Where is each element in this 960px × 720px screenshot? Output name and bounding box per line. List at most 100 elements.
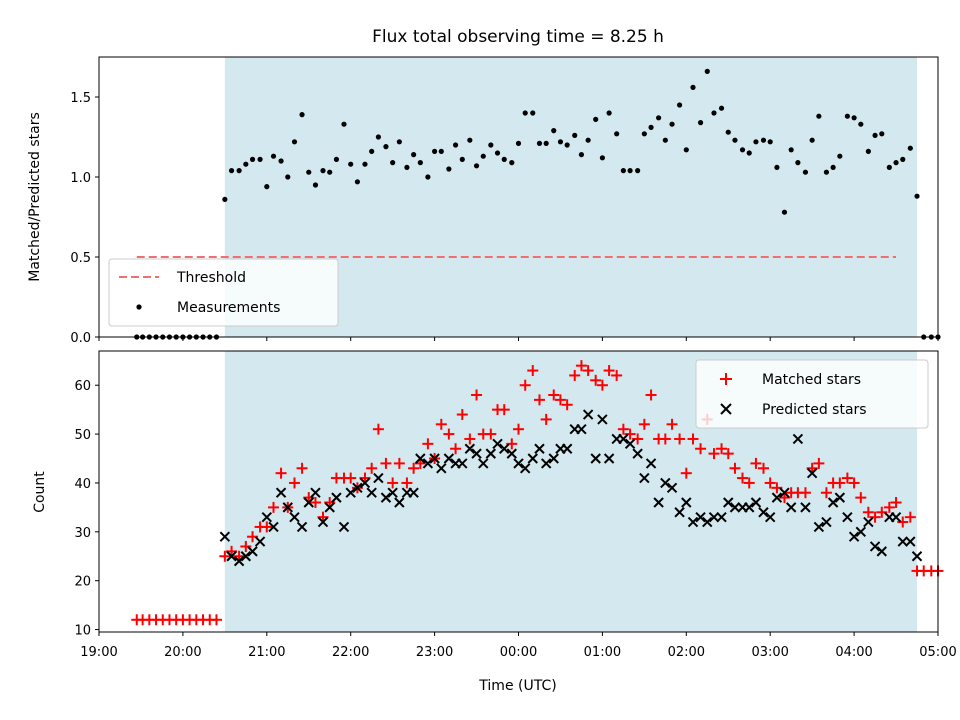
matched-star-point — [897, 516, 909, 528]
measurement-point — [697, 120, 704, 126]
measurement-point — [620, 168, 626, 174]
measurement-point — [648, 124, 654, 130]
ratio-y-tick-label: 0.0 — [70, 331, 91, 346]
count-y-tick-label: 30 — [74, 526, 91, 541]
matched-star-point — [513, 423, 524, 435]
measurement-point — [753, 139, 759, 145]
matched-star-point — [422, 438, 434, 450]
count-x-tick-label: 22:00 — [332, 645, 369, 660]
count-x-tick-label: 05:00 — [919, 645, 956, 660]
measurement-point — [683, 147, 689, 153]
measurement-point — [585, 137, 591, 143]
matched-star-point — [834, 477, 846, 489]
predicted-star-point — [561, 443, 573, 454]
predicted-star-point — [842, 511, 853, 523]
measurement-point — [375, 134, 381, 140]
predicted-star-point — [834, 492, 846, 503]
count-y-axis-label: Count — [32, 471, 48, 513]
measurement-point — [438, 148, 444, 154]
ratio-y-tick-label: 0.5 — [70, 251, 91, 266]
predicted-star-point — [373, 472, 384, 484]
measurement-point — [774, 164, 780, 170]
predicted-star-point — [520, 463, 531, 474]
measurement-point — [704, 68, 710, 74]
predicted-star-point — [666, 482, 678, 494]
measurement-point — [425, 174, 431, 180]
predicted-star-point — [729, 502, 741, 513]
predicted-star-point — [687, 516, 699, 528]
matched-star-point — [757, 462, 769, 474]
predicted-star-point — [219, 531, 231, 542]
measurement-point — [599, 155, 606, 161]
predicted-star-point — [632, 448, 643, 459]
matched-star-point — [603, 365, 615, 377]
count-x-tick-label: 03:00 — [751, 645, 788, 660]
matched-star-point — [737, 472, 749, 484]
matched-star-point — [435, 418, 447, 430]
matched-star-point — [820, 487, 832, 499]
measurement-point — [341, 121, 347, 127]
predicted-star-point — [506, 448, 517, 459]
measurement-point — [788, 147, 794, 153]
measurement-point — [396, 139, 402, 145]
matched-star-point — [540, 413, 552, 425]
measurement-point — [473, 163, 480, 169]
matched-star-point — [582, 365, 594, 377]
measurement-point — [858, 121, 864, 127]
matched-star-point — [659, 433, 671, 445]
measurement-point — [522, 110, 528, 116]
matched-star-point — [575, 360, 587, 372]
matched-star-point — [799, 487, 811, 499]
predicted-star-point — [792, 433, 804, 445]
predicted-star-point — [443, 453, 455, 464]
measurement-point — [635, 168, 641, 174]
predicted-star-point — [324, 502, 335, 513]
measurement-point — [257, 156, 263, 162]
predicted-star-point — [702, 516, 713, 528]
measurement-point — [270, 153, 277, 159]
measurement-point — [222, 196, 228, 202]
predicted-star-point — [422, 458, 434, 469]
measurement-point — [530, 110, 536, 116]
measurement-point — [306, 169, 312, 175]
predicted-star-point — [863, 516, 874, 528]
count-x-tick-label: 19:00 — [80, 645, 117, 660]
matched-star-point — [456, 409, 468, 421]
predicted-star-point — [464, 443, 476, 454]
predicted-star-point — [513, 458, 524, 469]
count-x-tick-label: 00:00 — [500, 645, 537, 660]
matched-star-point — [527, 365, 539, 377]
measurement-point — [718, 105, 725, 111]
ratio-y-axis-label: Matched/Predicted stars — [27, 112, 43, 282]
measurement-point — [900, 156, 906, 162]
measurement-point — [830, 164, 836, 170]
measurement-point — [711, 110, 717, 116]
ratio-legend: Threshold Measurements — [108, 258, 339, 327]
measurement-point — [879, 131, 885, 137]
count-x-tick-label: 20:00 — [164, 645, 201, 660]
matched-star-point — [904, 511, 916, 523]
predicted-star-point — [233, 555, 245, 567]
predicted-star-point — [492, 438, 503, 450]
measurement-point — [851, 115, 857, 121]
matched-star-point — [624, 428, 636, 440]
matched-star-point — [345, 472, 357, 484]
matched-star-point — [240, 540, 252, 552]
matched-star-point — [869, 511, 881, 523]
matched-star-point — [366, 462, 378, 474]
measurement-point — [802, 169, 809, 175]
predicted-legend-label: Predicted stars — [762, 402, 867, 418]
measurement-point — [243, 161, 249, 167]
measurement-point — [320, 168, 326, 174]
count-x-tick-label: 04:00 — [835, 645, 872, 660]
measurement-point — [914, 193, 920, 199]
measurement-point — [760, 137, 767, 143]
measurement-point — [578, 152, 585, 158]
matched-star-point — [729, 462, 741, 474]
predicted-star-point — [785, 502, 797, 513]
matched-star-point — [471, 389, 483, 401]
predicted-star-point — [345, 487, 356, 498]
measurement-point — [690, 84, 696, 90]
measurement-point — [732, 137, 738, 143]
measurement-point — [795, 160, 801, 166]
